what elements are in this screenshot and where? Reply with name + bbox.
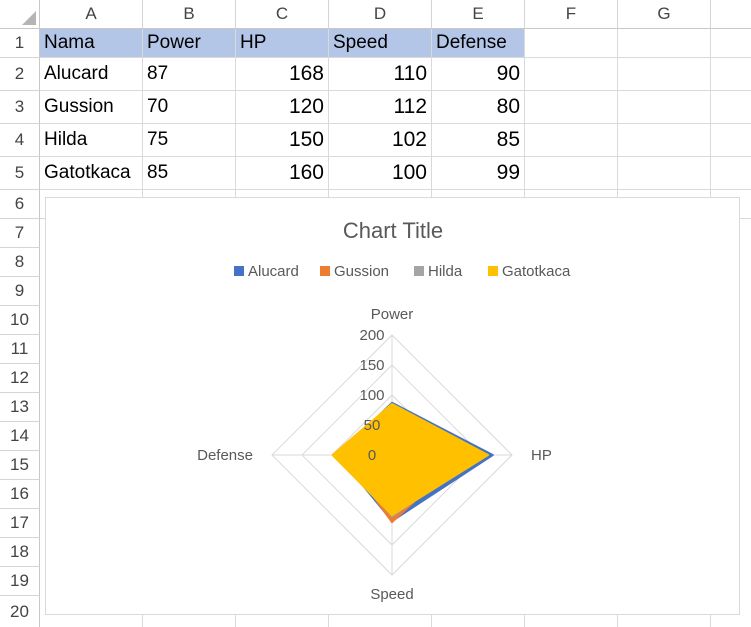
cell-g3[interactable] — [618, 91, 711, 124]
legend-marker-hilda — [414, 266, 424, 276]
cell-a3[interactable]: Gussion — [40, 91, 143, 124]
column-header-h-partial[interactable] — [711, 0, 751, 29]
cell-e1-header-defense[interactable]: Defense — [432, 29, 525, 58]
radar-tick-label: 150 — [359, 357, 384, 374]
cell-b5[interactable]: 85 — [143, 157, 236, 190]
cell-f1[interactable] — [525, 29, 618, 58]
cell-c3[interactable]: 120 — [236, 91, 329, 124]
radar-category-label-defense: Defense — [197, 447, 253, 464]
row-header-6[interactable]: 6 — [0, 190, 40, 219]
cell-e5[interactable]: 99 — [432, 157, 525, 190]
row-header-18[interactable]: 18 — [0, 538, 40, 567]
radar-tick-label: 200 — [359, 327, 384, 344]
column-header-f[interactable]: F — [525, 0, 618, 29]
cell-c1-header-hp[interactable]: HP — [236, 29, 329, 58]
row-header-8[interactable]: 8 — [0, 248, 40, 277]
cell-h1[interactable] — [711, 29, 751, 58]
cell-h2[interactable] — [711, 58, 751, 91]
cell-d3[interactable]: 112 — [329, 91, 432, 124]
radar-category-label-power: Power — [371, 306, 414, 323]
cell-a4[interactable]: Hilda — [40, 124, 143, 157]
column-header-d[interactable]: D — [329, 0, 432, 29]
cell-d5[interactable]: 100 — [329, 157, 432, 190]
row-header-19[interactable]: 19 — [0, 567, 40, 596]
legend-label-alucard[interactable]: Alucard — [248, 263, 299, 280]
cell-h4[interactable] — [711, 124, 751, 157]
row-header-9[interactable]: 9 — [0, 277, 40, 306]
cell-d4[interactable]: 102 — [329, 124, 432, 157]
cell-f2[interactable] — [525, 58, 618, 91]
cell-g4[interactable] — [618, 124, 711, 157]
legend-label-gussion[interactable]: Gussion — [334, 263, 389, 280]
row-header-13[interactable]: 13 — [0, 393, 40, 422]
legend-label-hilda[interactable]: Hilda — [428, 263, 463, 280]
row-header-16[interactable]: 16 — [0, 480, 40, 509]
radar-category-label-speed: Speed — [370, 586, 413, 603]
cell-d1-header-speed[interactable]: Speed — [329, 29, 432, 58]
column-header-a[interactable]: A — [40, 0, 143, 29]
cell-b4[interactable]: 75 — [143, 124, 236, 157]
cell-c4[interactable]: 150 — [236, 124, 329, 157]
cell-c2[interactable]: 168 — [236, 58, 329, 91]
cell-g1[interactable] — [618, 29, 711, 58]
cell-e3[interactable]: 80 — [432, 91, 525, 124]
row-header-12[interactable]: 12 — [0, 364, 40, 393]
radar-category-label-hp: HP — [531, 447, 552, 464]
series-area-gatotkaca[interactable] — [331, 403, 489, 516]
select-all-corner[interactable] — [0, 0, 40, 29]
radar-chart[interactable]: Chart Title 0 50 100 150 200 Power HP Speed Defe… — [45, 197, 740, 615]
radar-chart-canvas: Chart Title 0 50 100 150 200 Power HP Speed Defe… — [197, 218, 571, 603]
cell-b3[interactable]: 70 — [143, 91, 236, 124]
legend-label-gatotkaca[interactable]: Gatotkaca — [502, 263, 571, 280]
select-all-triangle-icon — [22, 11, 36, 25]
row-header-2[interactable]: 2 — [0, 58, 40, 91]
cell-g5[interactable] — [618, 157, 711, 190]
chart-title[interactable]: Chart Title — [343, 218, 443, 243]
radar-tick-label: 0 — [368, 447, 376, 464]
row-header-7[interactable]: 7 — [0, 219, 40, 248]
column-header-c[interactable]: C — [236, 0, 329, 29]
cell-f5[interactable] — [525, 157, 618, 190]
radar-tick-label: 100 — [359, 387, 384, 404]
row-header-17[interactable]: 17 — [0, 509, 40, 538]
legend-marker-gatotkaca — [488, 266, 498, 276]
radar-tick-label: 50 — [364, 417, 381, 434]
cell-d2[interactable]: 110 — [329, 58, 432, 91]
cell-f4[interactable] — [525, 124, 618, 157]
row-header-20[interactable]: 20 — [0, 596, 40, 627]
cell-f3[interactable] — [525, 91, 618, 124]
legend-marker-alucard — [234, 266, 244, 276]
cell-h3[interactable] — [711, 91, 751, 124]
row-header-14[interactable]: 14 — [0, 422, 40, 451]
column-header-b[interactable]: B — [143, 0, 236, 29]
cell-a5[interactable]: Gatotkaca — [40, 157, 143, 190]
row-header-3[interactable]: 3 — [0, 91, 40, 124]
column-header-e[interactable]: E — [432, 0, 525, 29]
row-header-10[interactable]: 10 — [0, 306, 40, 335]
cell-a1-header-nama[interactable]: Nama — [40, 29, 143, 58]
column-header-g[interactable]: G — [618, 0, 711, 29]
cell-a2[interactable]: Alucard — [40, 58, 143, 91]
cell-g2[interactable] — [618, 58, 711, 91]
row-header-5[interactable]: 5 — [0, 157, 40, 190]
cell-b1-header-power[interactable]: Power — [143, 29, 236, 58]
cell-h5[interactable] — [711, 157, 751, 190]
row-header-1[interactable]: 1 — [0, 29, 40, 58]
cell-e4[interactable]: 85 — [432, 124, 525, 157]
cell-e2[interactable]: 90 — [432, 58, 525, 91]
row-header-11[interactable]: 11 — [0, 335, 40, 364]
cell-c5[interactable]: 160 — [236, 157, 329, 190]
cell-b2[interactable]: 87 — [143, 58, 236, 91]
legend-marker-gussion — [320, 266, 330, 276]
row-header-4[interactable]: 4 — [0, 124, 40, 157]
row-header-15[interactable]: 15 — [0, 451, 40, 480]
